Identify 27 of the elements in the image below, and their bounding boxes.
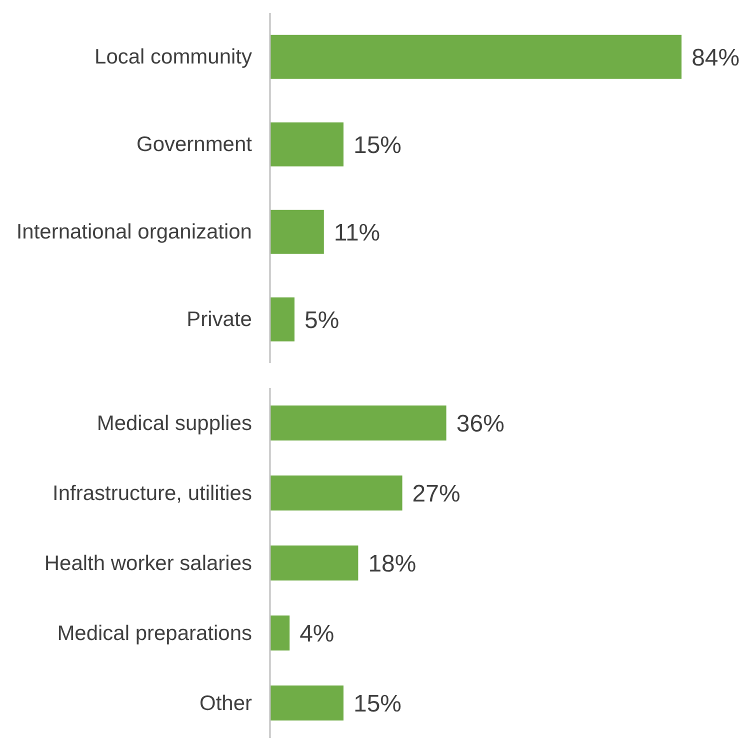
- bar: [270, 616, 290, 650]
- y-tick-label: Medical supplies: [96, 412, 252, 435]
- bar: [270, 476, 402, 510]
- y-tick-label: Government: [136, 132, 252, 156]
- bar: [270, 297, 294, 342]
- data-label: 5%: [304, 306, 340, 334]
- data-label: 11%: [334, 219, 380, 246]
- y-tick-label: Infrastructure, utilities: [52, 482, 252, 504]
- data-label: 27%: [412, 480, 460, 508]
- bar: [270, 122, 344, 166]
- bar: [270, 210, 324, 254]
- data-label: 15%: [353, 690, 402, 718]
- data-label: 15%: [353, 132, 402, 159]
- bar: [270, 406, 446, 440]
- data-label: 18%: [368, 550, 416, 578]
- bar: [270, 546, 358, 580]
- bar: [270, 686, 344, 720]
- y-tick-label: Private: [186, 308, 252, 331]
- data-label: 4%: [300, 620, 334, 648]
- y-tick-label: International organization: [16, 220, 252, 244]
- y-tick-label: Health worker salaries: [44, 552, 252, 574]
- y-tick-label: Local community: [94, 45, 252, 68]
- y-tick-label: Other: [200, 691, 252, 714]
- data-label: 36%: [456, 410, 504, 438]
- data-label: 84%: [692, 44, 740, 72]
- y-tick-label: Medical preparations: [57, 622, 252, 644]
- bar: [270, 34, 682, 79]
